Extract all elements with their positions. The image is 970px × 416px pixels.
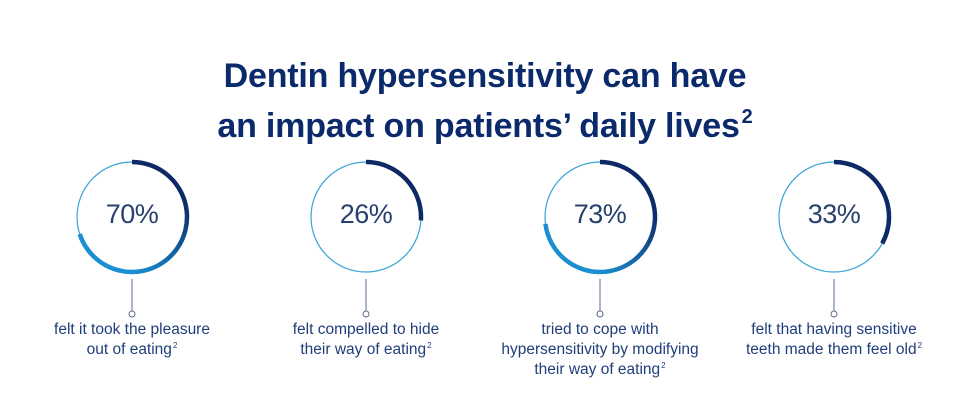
connector-line-2	[362, 279, 370, 318]
caption-line: teeth made them feel old2	[719, 340, 949, 360]
caption-line-text: out of eating	[86, 341, 172, 358]
stat-value-3: 73%	[573, 199, 627, 229]
stat-card-3: 73% tried to cope with hypersensitivity …	[485, 155, 715, 405]
caption-reference: 2	[661, 361, 666, 370]
stat-card-2: 26% felt compelled to hide their way of …	[251, 155, 481, 405]
donut-arc-3	[543, 159, 658, 275]
stat-value-1: 70%	[105, 199, 159, 229]
title-line-1: Dentin hypersensitivity can have	[223, 56, 747, 95]
caption-line: their way of eating2	[485, 360, 715, 380]
page-title: Dentin hypersensitivity can have an impa…	[0, 51, 970, 151]
caption-reference: 2	[917, 341, 923, 350]
title-reference: 2	[741, 105, 753, 128]
caption-reference: 2	[172, 341, 178, 350]
donut-chart-1	[76, 159, 190, 275]
caption-line: their way of eating2	[251, 340, 481, 360]
donut-chart-4	[778, 159, 892, 273]
connector-line-4	[830, 279, 838, 318]
stat-value-4: 33%	[807, 199, 861, 229]
donut-arc-2	[365, 159, 424, 221]
title-line-2-text: an impact on patients’ daily lives	[217, 106, 740, 145]
stat-caption-3: tried to cope with hypersensitivity by m…	[485, 320, 715, 380]
stat-card-1: 70% felt it took the pleasure out of eat…	[17, 155, 247, 405]
connector-line-1	[128, 279, 136, 318]
stat-caption-4: felt that having sensitive teeth made th…	[719, 320, 949, 360]
stat-caption-2: felt compelled to hide their way of eati…	[251, 320, 481, 360]
stat-caption-1: felt it took the pleasure out of eating2	[17, 320, 247, 360]
donut-arc-4	[833, 159, 892, 245]
caption-line: hypersensitivity by modifying	[501, 341, 699, 358]
caption-line: felt it took the pleasure	[54, 321, 210, 338]
stat-card-4: 33% felt that having sensitive teeth mad…	[719, 155, 949, 405]
caption-line: out of eating2	[17, 340, 247, 360]
donut-chart-2	[310, 159, 424, 273]
donut-chart-3	[543, 159, 658, 275]
caption-line-text: their way of eating	[534, 361, 661, 378]
caption-line: felt that having sensitive	[751, 321, 917, 338]
donut-arc-1	[77, 159, 190, 275]
title-line-2: an impact on patients’ daily lives 2	[0, 101, 970, 151]
caption-line: felt compelled to hide	[292, 321, 440, 338]
caption-line-text: their way of eating	[300, 341, 427, 358]
connector-line-3	[596, 279, 604, 318]
stat-value-2: 26%	[339, 199, 393, 229]
caption-reference: 2	[427, 341, 432, 350]
caption-line-text: teeth made them feel old	[745, 341, 917, 358]
caption-line: tried to cope with	[541, 321, 659, 338]
